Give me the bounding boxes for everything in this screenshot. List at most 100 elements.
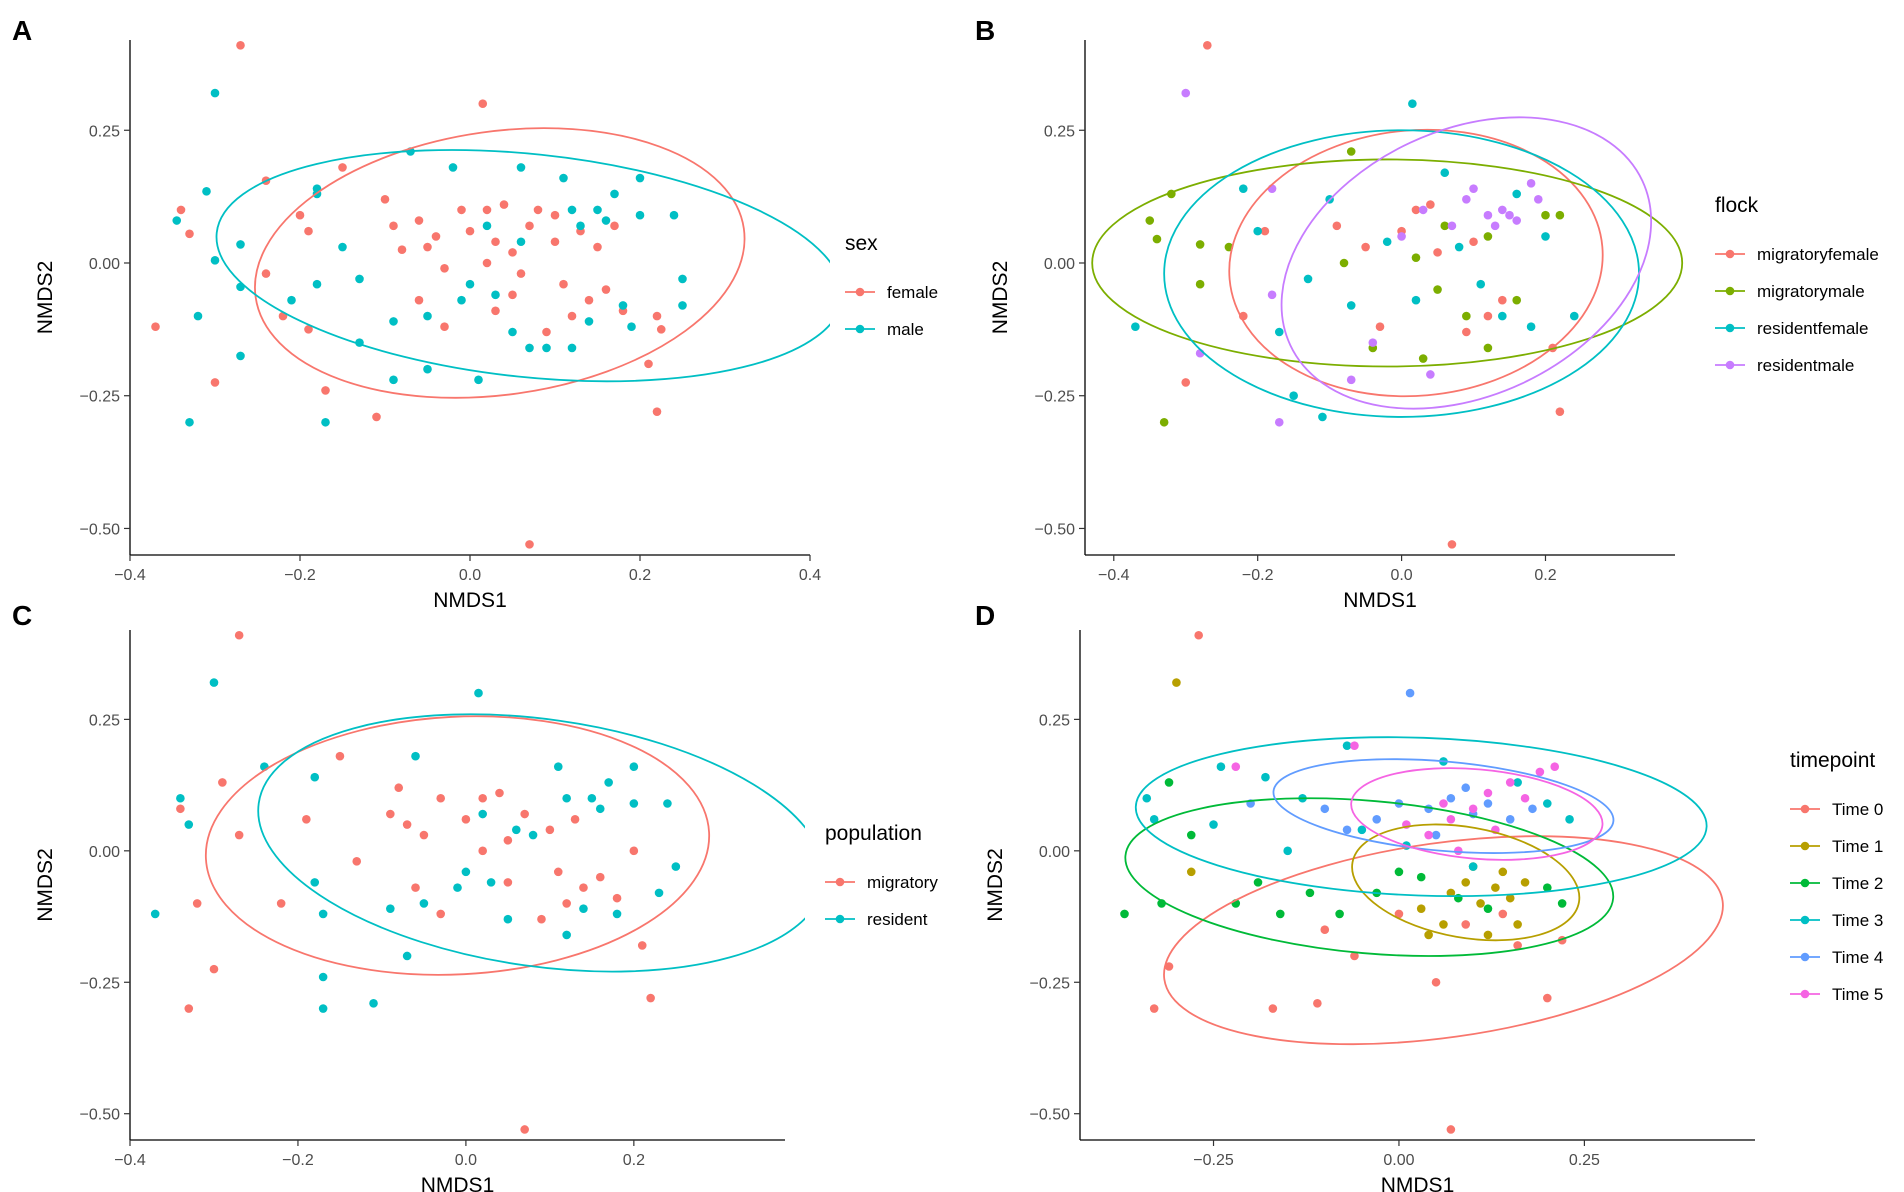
- x-tick-label: 0.00: [1383, 1152, 1414, 1169]
- confidence-ellipse: [1163, 835, 1724, 1046]
- data-point: [411, 751, 420, 761]
- confidence-ellipse: [204, 715, 711, 976]
- data-point: [516, 163, 526, 172]
- data-point: [1346, 301, 1356, 310]
- data-point: [312, 279, 322, 289]
- data-point: [1305, 888, 1315, 898]
- data-point: [542, 343, 551, 353]
- data-point: [1483, 343, 1493, 353]
- y-tick-label: −0.25: [1035, 389, 1076, 406]
- confidence-ellipse: [1228, 128, 1604, 398]
- data-point: [236, 41, 245, 50]
- confidence-ellipse: [215, 149, 830, 383]
- data-point: [1462, 311, 1471, 321]
- data-point: [1520, 878, 1530, 887]
- data-point: [414, 295, 424, 305]
- data-point: [1320, 804, 1330, 814]
- panel-c: C −0.4 −0.2 0.0 0.2 0.25 0.00 −0.25 −0.50 NMDS1 NM…: [12, 600, 938, 1192]
- data-point: [1505, 893, 1515, 903]
- legend-label: residentmale: [1757, 356, 1854, 375]
- data-point: [1394, 867, 1404, 877]
- data-point: [482, 258, 492, 268]
- data-point: [508, 248, 517, 257]
- data-point: [1368, 338, 1378, 347]
- panel-letter: D: [975, 600, 995, 631]
- x-tick-label: 0.25: [1569, 1152, 1600, 1169]
- legend-key-point: [1725, 360, 1735, 370]
- data-point: [310, 878, 320, 887]
- data-point: [1483, 232, 1493, 241]
- data-point: [386, 904, 395, 913]
- data-point: [1411, 205, 1421, 215]
- data-point: [209, 678, 219, 687]
- data-point: [1453, 893, 1463, 903]
- data-point: [172, 216, 182, 225]
- x-tick-label: 0.2: [629, 567, 651, 584]
- data-point: [431, 232, 441, 241]
- data-point: [1453, 846, 1463, 856]
- data-point: [516, 269, 526, 278]
- data-point: [1461, 920, 1471, 929]
- data-point: [593, 205, 602, 215]
- data-point: [1397, 232, 1406, 241]
- data-point: [553, 867, 563, 877]
- legend-label: Time 0: [1832, 800, 1883, 819]
- data-point: [1469, 237, 1478, 247]
- data-point: [1289, 391, 1298, 401]
- data-point: [1181, 378, 1191, 387]
- data-point: [1565, 814, 1574, 824]
- data-point: [1483, 311, 1493, 321]
- data-point: [335, 751, 345, 761]
- data-point: [1335, 909, 1344, 919]
- data-point: [525, 540, 534, 549]
- data-point: [352, 857, 362, 866]
- legend-label: migratoryfemale: [1757, 245, 1879, 264]
- data-point: [1498, 311, 1507, 321]
- data-point: [654, 888, 664, 898]
- legend-key-point: [1725, 249, 1735, 259]
- data-point: [567, 205, 577, 215]
- data-point: [503, 914, 513, 924]
- data-point: [635, 210, 645, 220]
- data-point: [1433, 248, 1442, 257]
- data-point: [474, 688, 483, 698]
- data-point: [567, 343, 577, 353]
- plot-area: [1091, 41, 1684, 549]
- data-point: [304, 226, 313, 236]
- data-point: [1149, 1004, 1159, 1013]
- x-tick-label: −0.25: [1193, 1152, 1234, 1169]
- data-point: [482, 205, 492, 215]
- data-point: [1555, 210, 1565, 220]
- data-point: [610, 189, 619, 199]
- y-tick-label: 0.25: [1044, 123, 1075, 140]
- x-axis-title: NMDS1: [1381, 1174, 1455, 1192]
- data-point: [1411, 253, 1421, 262]
- data-point: [150, 909, 160, 919]
- data-point: [1426, 200, 1435, 209]
- data-point: [1440, 168, 1450, 178]
- legend-key-point: [1725, 323, 1735, 333]
- data-point: [1513, 941, 1522, 950]
- y-axis-title: NMDS2: [34, 848, 57, 922]
- confidence-ellipse: [257, 713, 805, 973]
- data-point: [1357, 825, 1367, 835]
- data-point: [1468, 804, 1478, 814]
- data-point: [1418, 354, 1428, 363]
- data-point: [537, 914, 546, 924]
- legend-key-point: [1800, 952, 1810, 962]
- x-axis-title: NMDS1: [433, 589, 507, 612]
- data-point: [1416, 904, 1426, 913]
- data-point: [550, 210, 560, 220]
- data-point: [1462, 194, 1471, 204]
- data-point: [1195, 240, 1205, 249]
- x-axis-title: NMDS1: [421, 1174, 495, 1192]
- data-point: [1461, 878, 1471, 887]
- legend-key-point: [835, 877, 845, 887]
- data-point: [184, 820, 194, 829]
- data-point: [1476, 899, 1485, 908]
- data-point: [601, 216, 611, 225]
- confidence-ellipse: [1134, 736, 1708, 897]
- data-point: [1152, 234, 1162, 244]
- data-point: [1490, 221, 1500, 231]
- data-point: [1405, 688, 1415, 698]
